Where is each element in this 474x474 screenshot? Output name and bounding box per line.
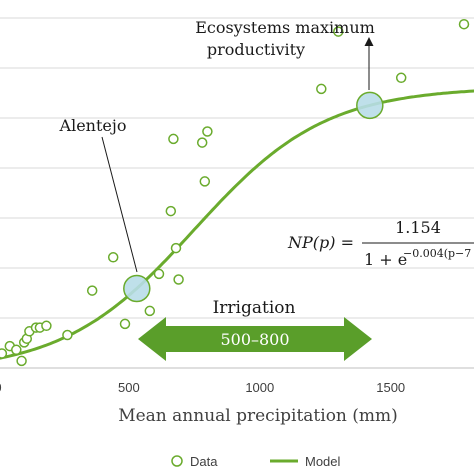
highlight-marker-alentejo: [123, 274, 151, 303]
model-curve-layer: [0, 89, 474, 360]
legend: Data Model: [171, 454, 341, 469]
x-tick-label: 500: [118, 380, 140, 395]
model-equation: NP(p) = 1.154 1 + e −0.004(p−7: [287, 218, 474, 269]
highlight-marker-ecosystems: [356, 91, 384, 120]
data-point: [119, 318, 131, 330]
data-point: [202, 126, 213, 137]
alentejo-label: Alentejo: [59, 116, 127, 135]
data-point: [16, 355, 27, 367]
data-point: [41, 320, 52, 332]
irrigation-range-label: 500–800: [220, 330, 289, 349]
x-tick-labels: 0 500 1000 1500: [0, 380, 405, 395]
data-point: [168, 133, 179, 145]
gridlines: [0, 17, 474, 369]
equation-denominator: 1 + e: [364, 250, 407, 269]
equation-exponent: −0.004(p−7: [403, 247, 471, 260]
data-point: [86, 285, 98, 296]
irrigation-band: Irrigation 500–800: [138, 298, 372, 361]
x-axis-title: Mean annual precipitation (mm): [118, 406, 398, 426]
data-point: [153, 268, 165, 280]
data-point: [333, 26, 344, 37]
data-point: [458, 18, 470, 30]
irrigation-title: Irrigation: [213, 298, 296, 318]
data-point: [395, 72, 407, 84]
model-curve: [0, 89, 474, 360]
x-tick-label: 0: [0, 380, 2, 395]
x-tick-label: 1000: [245, 380, 274, 395]
data-point: [173, 274, 184, 285]
data-point: [11, 344, 22, 356]
ecosystems-label-line1: Ecosystems maximum: [195, 18, 375, 37]
highlight-markers: [123, 91, 384, 303]
ecosystems-label-line2: productivity: [207, 40, 305, 59]
data-point: [196, 137, 208, 148]
data-point: [199, 176, 211, 187]
alentejo-pointer: [101, 136, 138, 273]
data-point: [144, 305, 156, 317]
equation-numerator: 1.154: [395, 218, 441, 237]
irrigation-arrow: [138, 317, 372, 361]
legend-model-label: Model: [305, 454, 341, 469]
data-points: [0, 18, 470, 367]
equation-lhs: NP(p) =: [287, 233, 354, 252]
data-point: [316, 83, 327, 95]
data-point: [165, 205, 177, 217]
x-tick-label: 1500: [376, 380, 405, 395]
data-point: [107, 252, 119, 263]
legend-data-label: Data: [190, 454, 218, 469]
data-point: [0, 348, 8, 359]
data-point: [170, 242, 182, 254]
data-point: [62, 329, 73, 341]
annotations: Alentejo Ecosystems maximum productivity: [59, 18, 375, 273]
legend-data-marker: [171, 455, 183, 467]
